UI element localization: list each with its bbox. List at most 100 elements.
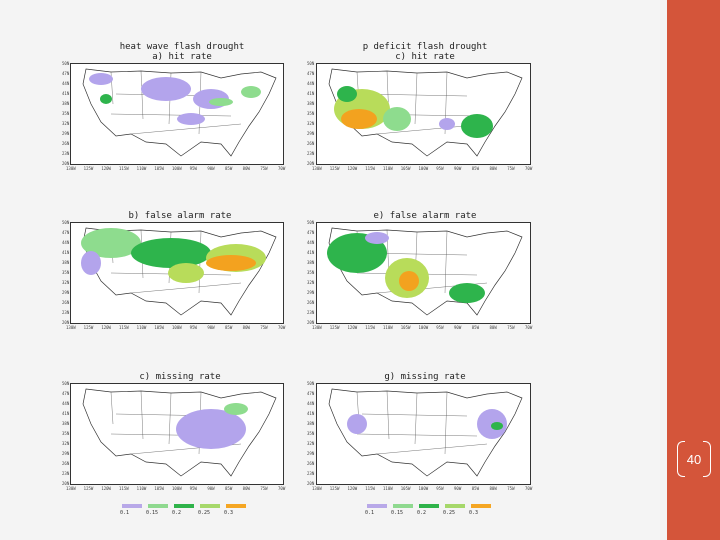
lon-tick-label: 125W xyxy=(329,325,340,330)
lon-tick-label: 90W xyxy=(454,486,462,491)
lon-tick-label: 100W xyxy=(172,325,182,330)
lon-labels-g: 130W 125W 120W 115W 110W 105W 100W 95W 90W 85W 80W… xyxy=(312,486,533,492)
lat-tick-label: 47N xyxy=(307,230,315,235)
page-number-text: 40 xyxy=(686,451,702,467)
lat-tick-label: 32N xyxy=(307,121,315,126)
lat-tick-label: 41N xyxy=(307,411,315,416)
lon-tick-label: 110W xyxy=(136,325,147,330)
legend-right: 0.1 0.15 0.2 0.25 0.3 xyxy=(365,504,497,518)
lon-tick-label: 85W xyxy=(471,325,479,330)
lat-tick-label: 23N xyxy=(307,310,315,315)
lat-tick-label: 26N xyxy=(62,141,70,146)
lon-tick-label: 80W xyxy=(242,325,250,330)
lon-tick-label: 120W xyxy=(101,325,111,330)
lon-tick-label: 95W xyxy=(189,325,197,330)
lat-tick-label: 38N xyxy=(307,101,315,106)
lat-labels-g: 50N 47N 44N 41N 38N 35N 32N 29N 26N 23N 20N xyxy=(307,381,315,486)
lat-labels-a: 50N 47N 44N 41N 38N 35N 32N 29N 26N 23N 20N xyxy=(62,61,70,166)
panel-c-map xyxy=(316,63,531,165)
panel-cm-map xyxy=(70,383,284,485)
lon-tick-label: 90W xyxy=(207,166,215,171)
lat-tick-label: 35N xyxy=(307,111,315,116)
legend-label: 0.25 xyxy=(443,510,456,516)
lat-tick-label: 29N xyxy=(307,451,315,456)
lat-tick-label: 38N xyxy=(307,421,315,426)
lon-tick-label: 110W xyxy=(383,325,393,330)
lon-tick-label: 70W xyxy=(525,325,533,330)
lat-tick-label: 29N xyxy=(307,131,315,136)
lon-labels-b: 130W 125W 120W 115W 110W 105W 100W 95W 90W 85W 80W… xyxy=(66,325,285,331)
lon-tick-label: 125W xyxy=(329,166,340,171)
legend-swatch xyxy=(393,504,413,508)
lat-tick-label: 44N xyxy=(62,240,70,245)
lon-tick-label: 100W xyxy=(418,325,429,330)
lon-tick-label: 125W xyxy=(83,166,94,171)
lon-tick-label: 125W xyxy=(329,486,340,491)
lat-tick-label: 38N xyxy=(62,260,70,265)
lon-tick-label: 95W xyxy=(189,166,197,171)
lon-tick-label: 80W xyxy=(489,166,497,171)
lat-tick-label: 20N xyxy=(307,320,315,325)
lon-tick-label: 90W xyxy=(454,325,462,330)
lat-labels-cm: 50N 47N 44N 41N 38N 35N 32N 29N 26N 23N 20N xyxy=(62,381,70,486)
lon-tick-label: 85W xyxy=(225,325,233,330)
lon-tick-label: 120W xyxy=(347,325,358,330)
lon-tick-label: 115W xyxy=(119,166,129,171)
lat-tick-label: 35N xyxy=(307,431,315,436)
lat-tick-label: 23N xyxy=(307,471,315,476)
legend-swatch xyxy=(445,504,465,508)
lon-tick-label: 105W xyxy=(154,325,164,330)
lat-labels-c: 50N 47N 44N 41N 38N 35N 32N 29N 26N 23N 20N xyxy=(307,61,315,166)
legend-label: 0.1 xyxy=(120,510,130,516)
lat-tick-label: 44N xyxy=(307,240,315,245)
legend-swatch xyxy=(226,504,246,508)
lon-tick-label: 85W xyxy=(471,486,479,491)
lon-tick-label: 120W xyxy=(101,166,111,171)
lat-tick-label: 50N xyxy=(62,220,70,225)
lat-tick-label: 35N xyxy=(62,111,70,116)
lat-tick-label: 50N xyxy=(62,61,70,66)
lon-tick-label: 85W xyxy=(225,486,233,491)
legend-label: 0.3 xyxy=(469,510,479,516)
lon-tick-label: 110W xyxy=(383,166,393,171)
lon-tick-label: 110W xyxy=(383,486,393,491)
lat-tick-label: 35N xyxy=(307,270,315,275)
panel-b-title: b) false alarm rate xyxy=(128,211,232,221)
lat-tick-label: 32N xyxy=(62,121,70,126)
lat-tick-label: 20N xyxy=(307,161,315,166)
lon-tick-label: 105W xyxy=(400,486,411,491)
lon-tick-label: 75W xyxy=(507,166,515,171)
panel-c-title: p deficit flash drought c) hit rate xyxy=(362,42,488,62)
legend-swatch xyxy=(200,504,220,508)
lat-tick-label: 29N xyxy=(62,131,70,136)
lat-labels-b: 50N 47N 44N 41N 38N 35N 32N 29N 26N 23N 20N xyxy=(62,220,70,325)
legend-label: 0.3 xyxy=(224,510,234,516)
lat-tick-label: 44N xyxy=(62,81,70,86)
lon-tick-label: 115W xyxy=(119,325,129,330)
lat-tick-label: 26N xyxy=(307,300,315,305)
lat-tick-label: 23N xyxy=(62,310,70,315)
lat-tick-label: 26N xyxy=(307,461,315,466)
lat-tick-label: 44N xyxy=(307,81,315,86)
lon-tick-label: 90W xyxy=(207,486,215,491)
lon-tick-label: 95W xyxy=(436,486,444,491)
lon-tick-label: 95W xyxy=(436,325,444,330)
lat-tick-label: 50N xyxy=(307,220,315,225)
lon-tick-label: 125W xyxy=(83,486,94,491)
lon-labels-c: 130W 125W 120W 115W 110W 105W 100W 95W 90W 85W 80W… xyxy=(312,166,532,172)
lat-tick-label: 41N xyxy=(307,250,315,255)
lat-tick-label: 38N xyxy=(62,101,70,106)
lon-tick-label: 115W xyxy=(119,486,129,491)
lon-tick-label: 110W xyxy=(136,486,147,491)
lon-tick-label: 130W xyxy=(312,166,322,171)
lat-tick-label: 23N xyxy=(307,151,315,156)
lon-tick-label: 130W xyxy=(66,325,76,330)
lat-tick-label: 29N xyxy=(62,451,70,456)
lon-tick-label: 105W xyxy=(400,166,411,171)
lat-tick-label: 47N xyxy=(307,71,315,76)
lon-tick-label: 70W xyxy=(525,486,533,491)
lon-tick-label: 105W xyxy=(154,166,164,171)
panel-a-title: heat wave flash drought a) hit rate xyxy=(119,42,245,62)
legend-swatch xyxy=(174,504,194,508)
lat-tick-label: 29N xyxy=(307,290,315,295)
